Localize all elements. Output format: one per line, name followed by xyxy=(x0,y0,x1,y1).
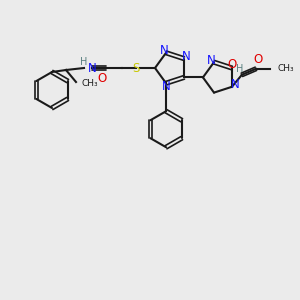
Text: O: O xyxy=(227,58,236,71)
Text: N: N xyxy=(160,44,168,57)
Text: S: S xyxy=(132,61,140,74)
Text: CH₃: CH₃ xyxy=(278,64,295,73)
Text: N: N xyxy=(162,80,170,93)
Text: N: N xyxy=(182,50,190,63)
Text: O: O xyxy=(253,53,262,66)
Text: O: O xyxy=(98,71,106,85)
Text: N: N xyxy=(88,61,97,74)
Text: H: H xyxy=(80,57,88,67)
Text: CH₃: CH₃ xyxy=(82,80,99,88)
Text: N: N xyxy=(207,54,215,67)
Text: N: N xyxy=(230,78,239,91)
Text: H: H xyxy=(236,64,244,74)
